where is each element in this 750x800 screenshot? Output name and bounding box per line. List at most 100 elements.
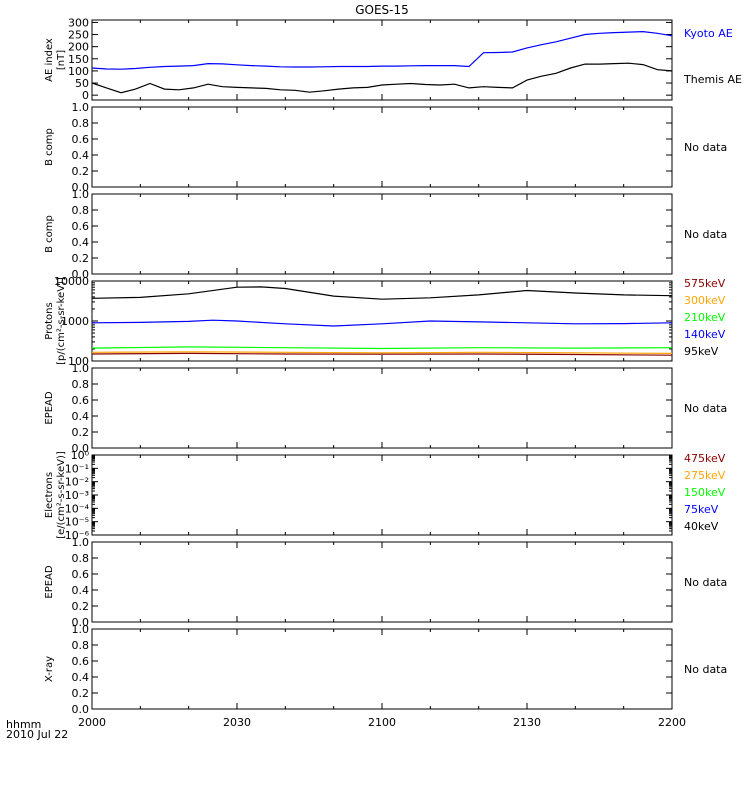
time-axis-date: 2010 Jul 22 [6, 728, 68, 741]
y-axis-title: AE index [44, 38, 55, 82]
x-tick-label: 2000 [78, 716, 106, 729]
panel-frame [91, 367, 673, 449]
y-tick-label: 0.6 [72, 220, 90, 233]
y-tick-label: 0.4 [72, 671, 90, 684]
panel-frame [91, 19, 673, 101]
plot-title: GOES-15 [355, 3, 409, 17]
y-axis-title: [e/(cm²-s-sr-keV)] [56, 451, 67, 539]
panel-7: 0.0 0.2 0.4 0.6 0.8 1.0 EPEAD No data [44, 536, 727, 629]
legend-entry: Kyoto AE [684, 27, 733, 40]
y-tick-label: 0.6 [72, 568, 90, 581]
y-tick-label: 1.0 [72, 101, 90, 114]
y-tick-label: 10⁻⁶ [65, 529, 90, 542]
series-line-kyoto-ae [91, 30, 673, 70]
y-tick-label: 0.2 [72, 600, 90, 613]
panel-frame [91, 193, 673, 275]
legend-entry: 275keV [684, 469, 726, 482]
y-tick-label: 100 [68, 355, 89, 368]
y-axis-title: B comp [44, 215, 55, 253]
y-axis-title: [p/(cm²-s-sr-keV)] [56, 277, 67, 365]
y-tick-label: 150 [68, 53, 89, 66]
y-tick-label: 0.4 [72, 410, 90, 423]
y-tick-label: 0.4 [72, 236, 90, 249]
time-axis: hhmm 2010 Jul 22 2000 2030 2100 2130 2200 [6, 716, 686, 741]
y-tick-label: 10⁰ [71, 449, 90, 462]
y-tick-label: 0.0 [72, 442, 90, 455]
panel-frame [91, 628, 673, 710]
time-axis-label: hhmm [6, 718, 41, 731]
y-tick-label: 0.2 [72, 165, 90, 178]
y-tick-label: 1.0 [72, 362, 90, 375]
panel-5: 0.0 0.2 0.4 0.6 0.8 1.0 EPEAD No data [44, 362, 727, 455]
no-data-label: No data [684, 228, 727, 241]
y-axis-title: EPEAD [44, 391, 55, 425]
y-tick-label: 0.6 [72, 394, 90, 407]
y-tick-label: 0.0 [72, 703, 90, 716]
x-tick-label: 2030 [223, 716, 251, 729]
legend-entry: 75keV [684, 503, 719, 516]
y-axis-title: EPEAD [44, 565, 55, 599]
y-tick-label: 0.0 [72, 268, 90, 281]
panel-3: 0.0 0.2 0.4 0.6 0.8 1.0 B comp No data [44, 188, 727, 281]
legend-entry: 300keV [684, 294, 726, 307]
series-line-140kev [91, 319, 673, 327]
y-axis-title: Electrons [44, 472, 55, 518]
y-axis-title: B comp [44, 128, 55, 166]
legend-entry: 95keV [684, 345, 719, 358]
legend-entry: 140keV [684, 328, 726, 341]
series-line-575kev [91, 352, 673, 356]
y-tick-label: 300 [68, 16, 89, 29]
no-data-label: No data [684, 402, 727, 415]
y-tick-label: 0.8 [72, 117, 90, 130]
panel-frame [91, 541, 673, 623]
series-line-themis-ae [91, 62, 673, 94]
y-tick-label: 0.2 [72, 426, 90, 439]
y-axis-title: X-ray [44, 656, 55, 682]
y-tick-label: 10⁻⁴ [65, 502, 90, 515]
y-tick-label: 0.4 [72, 149, 90, 162]
x-tick-label: 2200 [658, 716, 686, 729]
y-tick-label: 10⁻³ [65, 489, 89, 502]
y-tick-label: 1.0 [72, 188, 90, 201]
y-tick-label: 250 [68, 29, 89, 42]
panel-8: 0.0 0.2 0.4 0.6 0.8 1.0 X-ray No data [44, 623, 727, 716]
no-data-label: No data [684, 663, 727, 676]
y-tick-label: 0.0 [72, 616, 90, 629]
y-tick-label: 1.0 [72, 536, 90, 549]
y-tick-label: 0.8 [72, 204, 90, 217]
y-axis-title: [nT] [56, 50, 67, 70]
y-tick-label: 0.2 [72, 687, 90, 700]
y-tick-label: 0.6 [72, 655, 90, 668]
x-tick-label: 2130 [513, 716, 541, 729]
y-tick-label: 10⁻⁵ [65, 516, 89, 529]
y-tick-label: 0 [82, 89, 89, 102]
y-tick-label: 0.0 [72, 181, 90, 194]
y-tick-label: 0.4 [72, 584, 90, 597]
y-tick-label: 0.8 [72, 552, 90, 565]
y-tick-label: 200 [68, 41, 89, 54]
series-line-300kev [91, 351, 673, 354]
y-tick-label: 100 [68, 65, 89, 78]
y-axis-title: Protons [44, 302, 55, 339]
y-tick-label: 0.8 [72, 378, 90, 391]
y-tick-label: 10⁻² [65, 476, 89, 489]
no-data-label: No data [684, 141, 727, 154]
panel-2: 0.0 0.2 0.4 0.6 0.8 1.0 B comp No data [44, 101, 727, 194]
y-tick-label: 0.8 [72, 639, 90, 652]
no-data-label: No data [684, 576, 727, 589]
y-tick-label: 0.2 [72, 252, 90, 265]
y-tick-label: 50 [75, 77, 89, 90]
x-tick-label: 2100 [368, 716, 396, 729]
legend-entry: 475keV [684, 452, 726, 465]
y-tick-label: 1.0 [72, 623, 90, 636]
legend-entry: 210keV [684, 311, 726, 324]
legend-entry: 575keV [684, 277, 726, 290]
panel-frame [91, 106, 673, 188]
y-tick-label: 10⁻¹ [65, 462, 89, 475]
y-tick-label: 0.6 [72, 133, 90, 146]
series-line-95kev [91, 286, 673, 300]
legend-entry: 40keV [684, 520, 719, 533]
